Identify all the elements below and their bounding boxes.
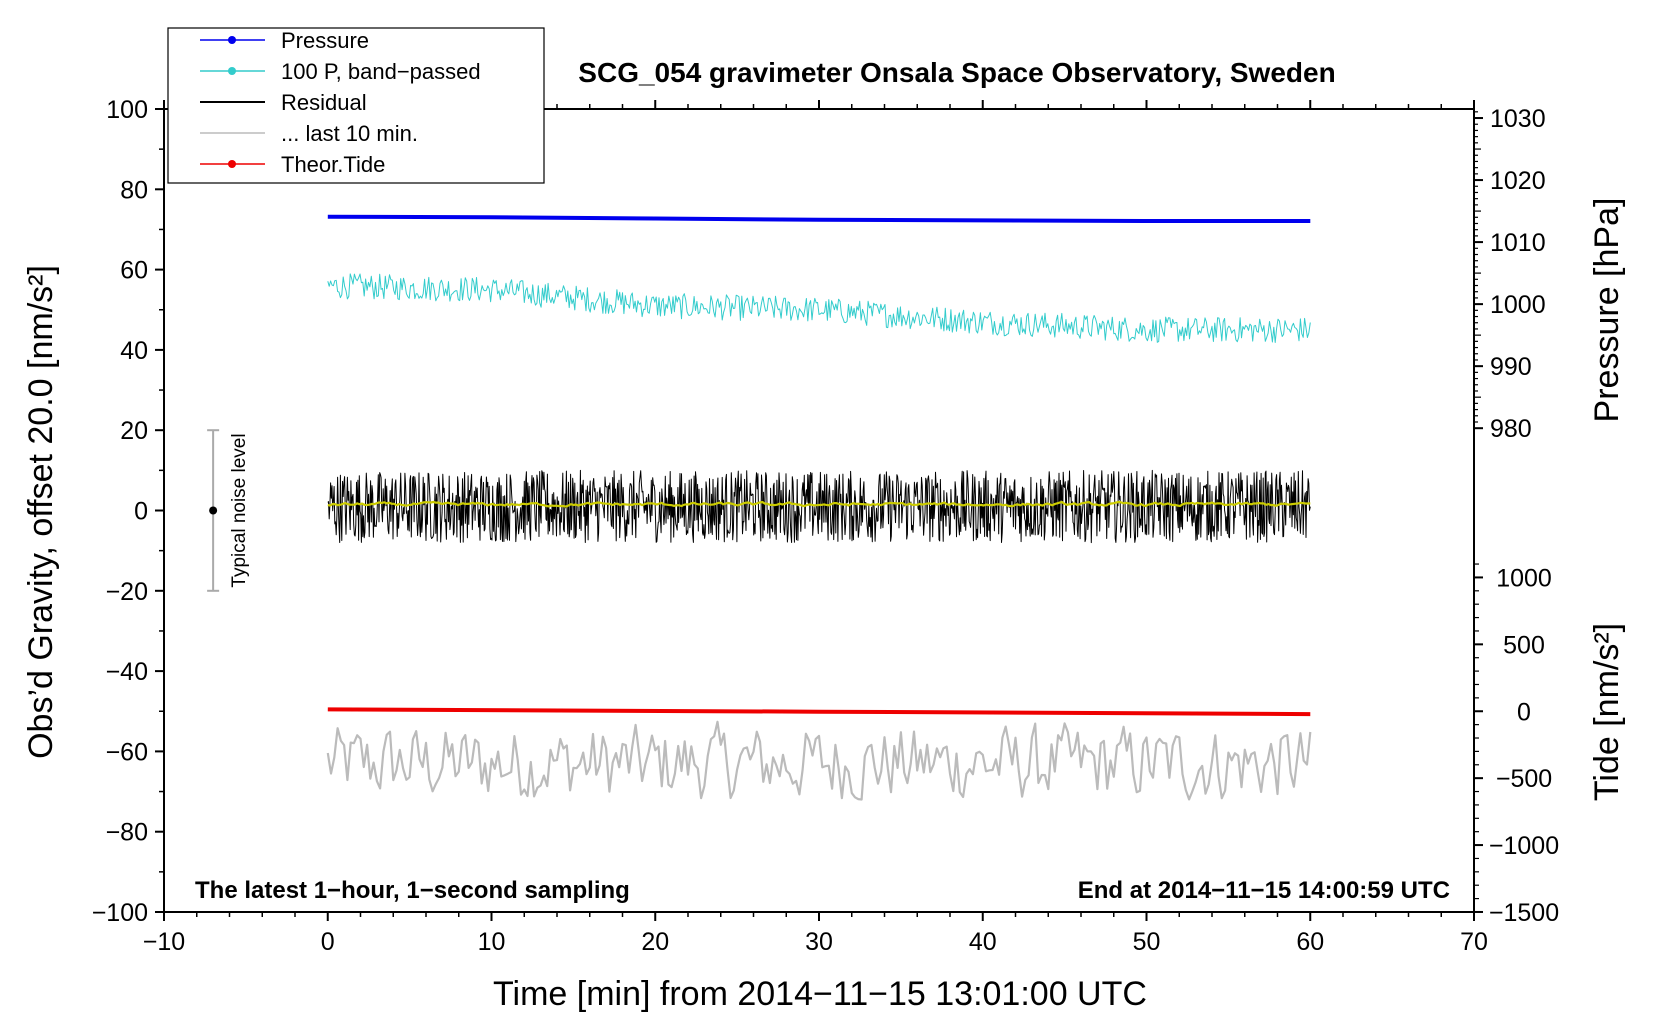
y-tick-label: −20 (106, 578, 148, 606)
y-tick-label: −40 (106, 658, 148, 686)
noise-label: Typical noise level (229, 433, 250, 587)
annotation-right: End at 2014−11−15 14:00:59 UTC (1078, 877, 1450, 904)
x-axis: −10 0 10 20 30 40 50 60 70 (143, 100, 1488, 956)
y-tick-label: −60 (106, 738, 148, 766)
tide-tick-label: 0 (1517, 698, 1531, 726)
x-tick-label: 70 (1460, 928, 1488, 956)
x-axis-title: Time [min] from 2014−11−15 13:01:00 UTC (493, 975, 1147, 1013)
legend-label: Residual (281, 90, 367, 115)
y-tick-label: 0 (134, 498, 148, 526)
tide-axis: −1500 −1000 −500 0 500 1000 (1474, 563, 1559, 927)
legend-label: Pressure (281, 28, 369, 53)
x-tick-label: 30 (805, 928, 833, 956)
tide-tick-label: −1500 (1489, 899, 1559, 927)
tide-tick-label: 1000 (1496, 564, 1552, 592)
pressure-tick-label: 980 (1490, 415, 1532, 443)
legend: Pressure 100 P, band−passed Residual ... la… (167, 27, 545, 184)
legend-marker (228, 67, 236, 75)
x-tick-label: 50 (1133, 928, 1161, 956)
legend-label: ... last 10 min. (281, 121, 418, 146)
pressure-tick-label: 1020 (1490, 167, 1546, 195)
pressure-axis-title: Pressure [hPa] (1588, 198, 1626, 423)
x-tick-label: 20 (641, 928, 669, 956)
pressure-axis: 980 990 1000 1010 1020 1030 (1474, 105, 1546, 443)
legend-label: Theor.Tide (281, 152, 385, 177)
y-tick-label: −80 (106, 819, 148, 847)
annotation-left: The latest 1−hour, 1−second sampling (195, 877, 630, 904)
last-10-min-line (326, 720, 1312, 801)
band-passed-line (327, 273, 1311, 343)
y-tick-label: −100 (92, 899, 148, 927)
legend-marker (228, 36, 236, 44)
tide-axis-title: Tide [nm/s²] (1588, 623, 1626, 801)
pressure-tick-label: 1010 (1490, 229, 1546, 257)
y-axis: −100 −80 −60 −40 −20 0 20 40 60 80 100 (92, 96, 164, 927)
y-tick-label: 20 (120, 417, 148, 445)
pressure-tick-label: 1000 (1490, 291, 1546, 319)
x-tick-label: 0 (321, 928, 335, 956)
x-tick-label: −10 (143, 928, 185, 956)
y-tick-label: 80 (120, 176, 148, 204)
pressure-tick-label: 1030 (1490, 105, 1546, 133)
legend-box (167, 27, 545, 184)
pressure-line (327, 214, 1311, 223)
noise-dot (209, 506, 218, 515)
x-tick-label: 60 (1296, 928, 1324, 956)
y-axis-title: Obs’d Gravity, offset 20.0 [nm/s²] (22, 265, 60, 759)
series-layer (326, 214, 1312, 801)
tide-line (327, 707, 1311, 717)
legend-label: 100 P, band−passed (281, 59, 481, 84)
chart-title: SCG_054 gravimeter Onsala Space Observat… (578, 57, 1335, 88)
tide-tick-label: −500 (1496, 765, 1552, 793)
y-tick-label: 100 (106, 96, 148, 124)
smoothed-residual-line (327, 500, 1311, 508)
residual-line (327, 469, 1311, 544)
legend-marker (228, 160, 236, 168)
y-tick-label: 60 (120, 257, 148, 285)
pressure-tick-label: 990 (1490, 353, 1532, 381)
x-tick-label: 10 (478, 928, 506, 956)
x-tick-label: 40 (969, 928, 997, 956)
noise-indicator: Typical noise level (207, 429, 250, 592)
tide-tick-label: −1000 (1489, 832, 1559, 860)
tide-tick-label: 500 (1503, 631, 1545, 659)
y-tick-label: 40 (120, 337, 148, 365)
